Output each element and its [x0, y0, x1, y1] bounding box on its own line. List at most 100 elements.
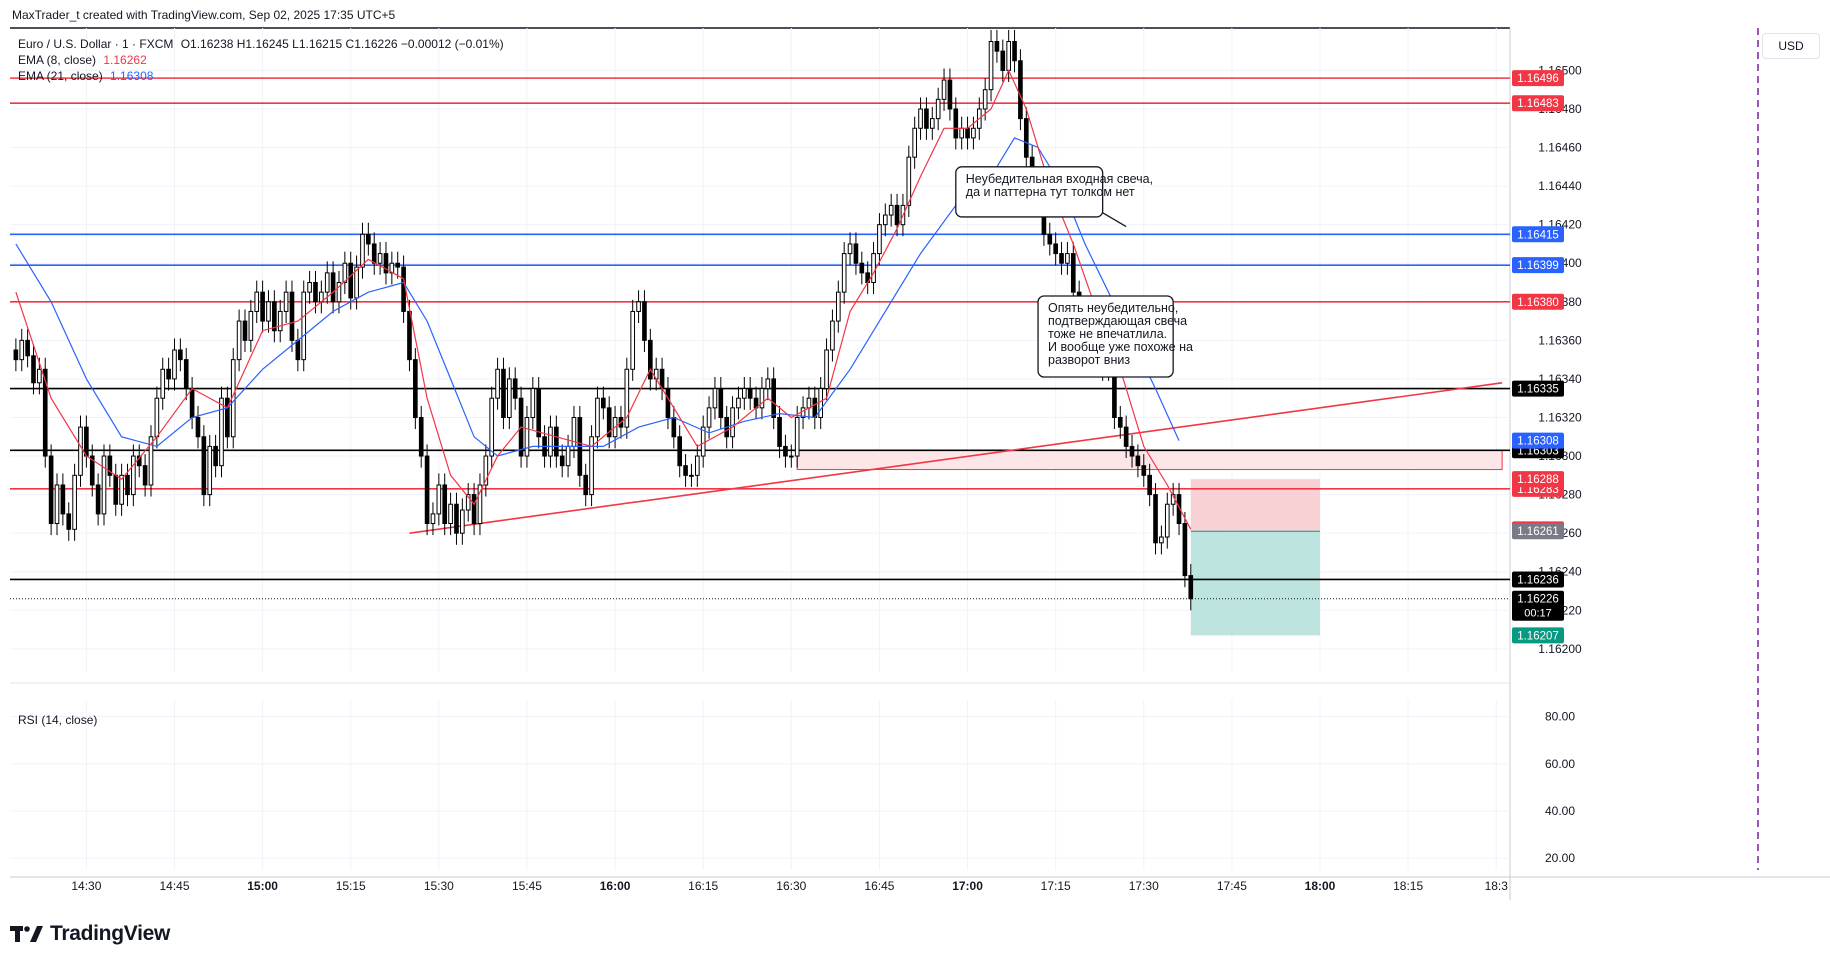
candle: [142, 454, 148, 497]
level-price-badge-bg: [1512, 571, 1564, 588]
candle-body: [225, 397, 230, 438]
legend-ema8-row[interactable]: EMA (8, close) 1.16262: [18, 52, 504, 68]
candle: [1123, 415, 1129, 458]
price-tick-label: 1.16360: [1538, 333, 1582, 347]
candle: [78, 415, 83, 487]
candle-body: [407, 310, 412, 361]
candle: [60, 473, 66, 526]
candle-body: [689, 474, 694, 477]
candle-body: [195, 416, 201, 438]
currency-button[interactable]: USD: [1762, 33, 1820, 59]
candle-body: [201, 436, 207, 496]
candle: [72, 463, 77, 541]
annotation-text: тоже не впечатлила.: [1048, 327, 1167, 341]
candle: [448, 492, 453, 536]
candle: [195, 405, 201, 449]
candle: [788, 444, 794, 468]
candle-body: [665, 388, 671, 418]
candle-body: [906, 156, 912, 206]
candle-body: [706, 407, 712, 428]
candle-body: [671, 416, 677, 438]
candle: [501, 357, 506, 430]
candle: [548, 415, 553, 468]
candle-body: [812, 397, 818, 418]
candle: [266, 290, 271, 333]
candle-body: [295, 339, 301, 361]
level-price-badge-bg: [1512, 380, 1564, 397]
candle: [418, 405, 424, 468]
time-tick-label: 16:00: [600, 879, 631, 893]
level-price-badge: 1.16380: [1517, 297, 1559, 309]
ema8-label: EMA (8, close): [18, 53, 97, 67]
candle-body: [483, 455, 489, 486]
candle: [865, 261, 870, 295]
candle: [248, 299, 254, 352]
candle-body: [360, 233, 365, 268]
candle-body: [536, 388, 542, 438]
candle-body: [142, 465, 148, 486]
legend-symbol-row[interactable]: Euro / U.S. Dollar · 1 · FXCM O1.16238 H…: [18, 36, 504, 52]
price-badge: 1.16261: [1517, 526, 1559, 538]
candle: [1117, 405, 1123, 439]
price-tick-label: 1.16320: [1538, 410, 1582, 424]
candle: [806, 386, 812, 420]
legend-ema21-row[interactable]: EMA (21, close) 1.16308: [18, 68, 504, 84]
candle-body: [66, 513, 72, 530]
time-tick-label: 18:3: [1485, 879, 1509, 893]
candle: [213, 434, 218, 478]
candle: [348, 251, 354, 310]
price-tick-label: 1.16460: [1538, 141, 1582, 155]
price-badge: 1.16308: [1517, 436, 1559, 448]
candle: [847, 232, 853, 266]
candle: [201, 425, 207, 507]
candle: [747, 376, 753, 410]
annotation-box: [955, 166, 1104, 218]
candle-body: [712, 388, 718, 409]
time-tick-label: 15:30: [424, 879, 454, 893]
candle-body: [912, 127, 917, 158]
candle: [712, 376, 718, 420]
candle: [959, 116, 964, 150]
candle-body: [154, 397, 160, 438]
candle: [19, 328, 25, 372]
candle: [759, 376, 765, 420]
candle: [289, 280, 295, 352]
candle-body: [424, 455, 430, 525]
tradingview-logo-text: TradingView: [50, 922, 171, 945]
candle: [971, 116, 976, 150]
candle-body: [935, 98, 941, 120]
candle-body: [794, 416, 800, 457]
candle-body: [248, 310, 254, 341]
time-tick-label: 15:15: [336, 879, 366, 893]
candle-body: [166, 368, 171, 380]
candle-body: [324, 272, 330, 293]
candle-body: [882, 214, 888, 226]
candle: [178, 338, 183, 372]
candle: [119, 463, 124, 516]
candle-body: [929, 118, 935, 129]
candle-body: [72, 474, 77, 530]
candle-body: [189, 388, 195, 418]
candle-body: [548, 426, 553, 457]
candle-body: [54, 484, 60, 525]
candle: [601, 386, 606, 420]
candle-body: [730, 407, 735, 438]
candle: [800, 396, 806, 430]
candle-body: [759, 388, 765, 409]
candle-body: [125, 474, 130, 496]
rsi-legend-label[interactable]: RSI (14, close): [18, 713, 98, 727]
candle: [242, 309, 248, 352]
level-price-badge: 1.16483: [1517, 98, 1559, 110]
candle-body: [642, 301, 647, 341]
candle-body: [771, 378, 777, 418]
tradingview-logo[interactable]: TradingView: [10, 922, 170, 946]
candle-body: [1159, 536, 1164, 544]
candle-body: [1059, 253, 1064, 264]
candle: [671, 405, 677, 449]
candle: [172, 338, 177, 391]
candle: [941, 68, 947, 111]
candle-body: [1018, 60, 1023, 120]
time-tick-label: 15:45: [512, 879, 542, 893]
candle-body: [13, 349, 19, 361]
